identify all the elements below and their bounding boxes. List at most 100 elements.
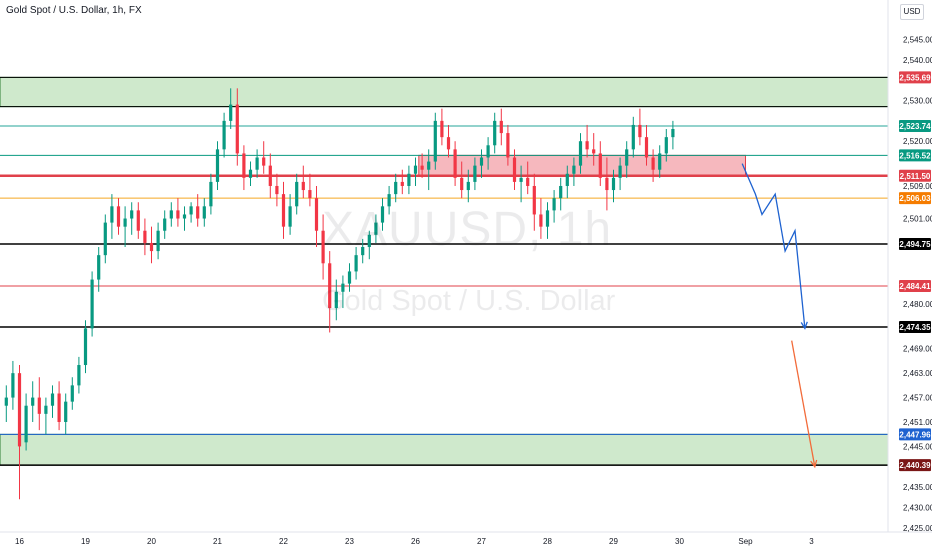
price-tag: 2,494.75: [899, 237, 931, 250]
candle-body: [453, 149, 457, 178]
currency-label[interactable]: USD: [900, 4, 924, 20]
candle: [532, 173, 536, 231]
candle: [559, 177, 563, 211]
candle-body: [506, 133, 510, 158]
candle-body: [123, 218, 127, 227]
candle: [552, 190, 556, 223]
candle-body: [671, 129, 675, 138]
candle-body: [611, 177, 616, 191]
candle: [176, 198, 180, 227]
candle: [44, 397, 48, 435]
x-tick-label: 20: [147, 537, 156, 546]
candle-body: [116, 206, 121, 227]
candle-body: [83, 328, 88, 366]
candle-body: [215, 149, 220, 182]
candle: [308, 173, 312, 207]
candle-body: [598, 153, 602, 178]
candle: [420, 153, 424, 178]
candle-body: [77, 365, 81, 386]
price-tag-bg: [899, 459, 931, 472]
candle: [625, 141, 629, 178]
candle: [565, 165, 569, 199]
candle: [664, 129, 668, 162]
candle-body: [24, 405, 28, 443]
candle-body: [413, 165, 418, 174]
y-tick-label: 2,520.00: [903, 137, 932, 146]
candle-body: [248, 169, 253, 178]
candle: [275, 173, 279, 207]
candle: [446, 124, 451, 158]
candle-body: [255, 157, 259, 170]
candle-body: [11, 373, 15, 398]
x-tick-label: 26: [411, 537, 420, 546]
candle: [341, 275, 345, 309]
candle-body: [585, 141, 589, 150]
candle-body: [189, 206, 193, 215]
price-tag-bg: [899, 280, 931, 293]
candle: [658, 145, 662, 178]
candle-body: [572, 165, 576, 174]
candle: [592, 133, 596, 166]
candle-body: [143, 230, 147, 243]
candle-body: [618, 165, 622, 178]
candle-body: [242, 153, 246, 178]
candle: [526, 161, 530, 195]
candle: [493, 112, 497, 154]
x-tick-label: Sep: [738, 537, 753, 546]
candle-body: [328, 263, 332, 309]
horizontal-lines-layer: [0, 76, 888, 466]
candle-body: [347, 271, 352, 284]
y-tick-label: 2,430.00: [903, 503, 932, 512]
candle-body: [50, 393, 55, 406]
candle: [110, 194, 114, 239]
candle: [512, 149, 517, 191]
candle: [334, 279, 338, 321]
candle-body: [512, 157, 517, 182]
candle: [90, 271, 94, 337]
candle-body: [31, 397, 35, 406]
candle-body: [57, 393, 61, 422]
candle-body: [559, 185, 563, 199]
candle: [169, 202, 173, 227]
candle-body: [301, 181, 305, 191]
y-tick-label: 2,457.00: [903, 394, 932, 403]
candle-body: [156, 230, 160, 252]
price-tag: 2,474.35: [899, 320, 931, 333]
candle: [407, 165, 411, 195]
y-tick-label: 2,509.00: [903, 182, 932, 191]
candle-body: [479, 157, 484, 166]
candle-body: [374, 222, 378, 235]
candle: [229, 88, 233, 130]
candle: [149, 226, 154, 264]
candle-body: [17, 373, 22, 447]
price-tag: 2,523.74: [899, 119, 931, 132]
projection-path-blue: [741, 163, 806, 329]
candle: [64, 393, 68, 435]
x-tick-label: 23: [345, 537, 354, 546]
candle: [163, 210, 167, 239]
candle-body: [446, 137, 451, 150]
candle: [24, 393, 28, 451]
candle: [506, 124, 510, 166]
candle-body: [70, 385, 74, 402]
projection-arrow-blue: [800, 321, 808, 330]
candle: [255, 149, 259, 178]
price-tag-label: 2,484.41: [899, 282, 931, 291]
candle: [215, 141, 220, 191]
candle: [202, 198, 206, 227]
candle: [413, 157, 418, 186]
candle-body: [308, 190, 312, 199]
candle-body: [354, 255, 358, 272]
candle-body: [493, 120, 497, 146]
candle: [268, 153, 272, 199]
candle: [400, 169, 404, 195]
candle-body: [275, 185, 279, 195]
price-tag-label: 2,511.50: [900, 172, 931, 181]
candle: [31, 381, 35, 422]
candle-body: [182, 214, 187, 219]
candle-body: [334, 291, 338, 309]
x-tick-label: 3: [809, 537, 814, 546]
candle-body: [400, 181, 404, 186]
